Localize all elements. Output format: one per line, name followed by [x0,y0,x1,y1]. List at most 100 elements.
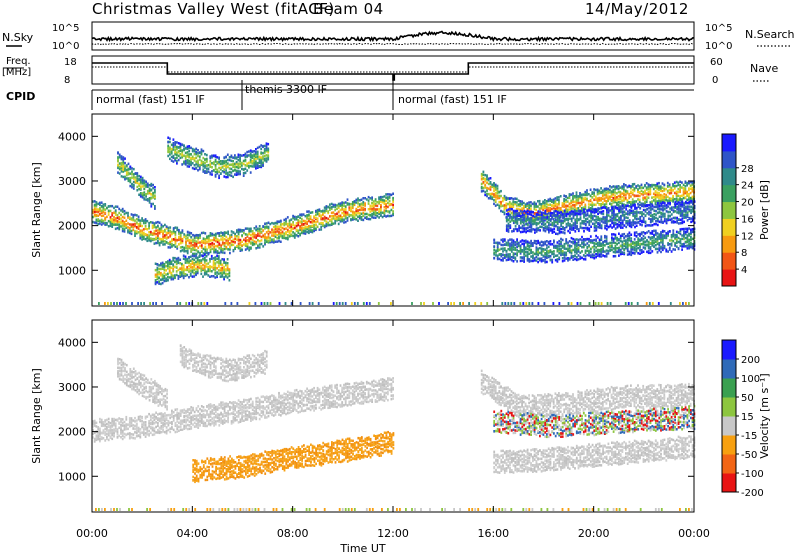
power-cell [239,170,241,173]
power-cell [607,242,610,245]
power-cell [123,223,126,226]
power-cell [224,261,227,264]
power-cell [224,272,227,276]
power-cell [521,259,524,262]
power-cell [500,258,503,262]
power-cell [523,246,525,250]
power-cell [503,254,506,257]
power-cell [141,195,144,198]
power-cell [216,261,218,264]
power-cell [628,196,631,200]
power-cell [216,271,218,274]
power-cell [263,147,266,151]
power-cell [688,232,690,236]
power-cell [654,186,657,189]
power-cell [365,217,368,220]
power-cell [605,191,608,194]
power-cell [619,248,622,252]
power-cell [579,225,582,228]
power-cell [588,208,591,211]
power-cell [102,211,105,214]
power-cell [572,248,575,252]
power-cell [371,214,373,218]
power-cell [292,227,294,230]
power-cell [556,206,559,209]
power-cell [496,257,499,261]
power-cell [322,213,324,216]
power-cell [597,208,599,212]
power-cell [265,236,268,239]
power-cell [148,221,150,225]
power-cell [185,249,187,253]
power-cell [346,198,349,201]
power-cell [255,162,257,165]
power-cell [595,224,598,228]
power-cell [260,161,263,165]
power-cell [300,228,303,231]
power-cell [614,185,616,188]
power-cell [357,209,359,212]
power-cell [271,228,273,231]
power-cell [253,240,256,243]
power-cell [367,217,370,221]
power-cell [137,218,140,221]
power-cell [660,203,663,206]
power-cell [226,258,229,261]
power-cell [169,240,172,244]
power-cell [642,203,645,207]
power-cell [611,244,613,247]
power-cell [521,249,524,252]
power-cell [236,230,238,234]
power-cell [308,224,310,228]
power-cell [251,230,254,233]
power-cell [644,243,647,246]
power-cell [546,260,548,264]
power-cell [584,249,587,252]
power-cell [494,187,497,191]
power-cell [628,250,631,254]
power-cell [322,221,324,225]
power-cell [584,243,587,247]
power-cell [141,192,144,195]
power-cell [618,232,620,235]
power-cell [117,171,119,174]
power-cell [652,195,655,199]
power-cell [509,238,511,241]
power-cell [174,141,177,144]
power-cell [276,225,279,228]
power-cell [198,266,201,270]
power-cell [383,211,386,215]
power-cell [271,221,273,225]
power-cell [537,241,539,245]
power-cell [627,216,629,220]
power-cell [320,217,323,221]
power-cell [104,203,107,206]
power-cell [579,244,582,247]
power-cell [236,229,238,232]
power-cell [232,175,234,179]
power-cell [170,150,173,153]
power-cell [196,260,199,263]
power-cell [219,166,222,170]
power-cell [158,280,160,283]
power-cell [351,216,354,219]
power-cell [138,187,140,191]
power-cell [567,247,569,250]
power-cell [330,211,333,215]
power-cell [139,178,142,181]
power-cell [151,226,154,230]
power-cell [316,220,319,223]
power-cell [661,248,664,252]
power-cell [584,258,587,261]
power-cell [207,236,210,240]
power-cell [612,240,615,243]
power-cell [572,258,575,261]
power-cell [612,185,615,188]
nave-series [92,66,694,73]
power-cell [653,241,655,245]
power-cell [211,162,213,165]
power-cell [542,214,544,217]
power-cell [146,219,149,223]
power-cell [588,229,591,232]
power-cell [675,197,678,200]
